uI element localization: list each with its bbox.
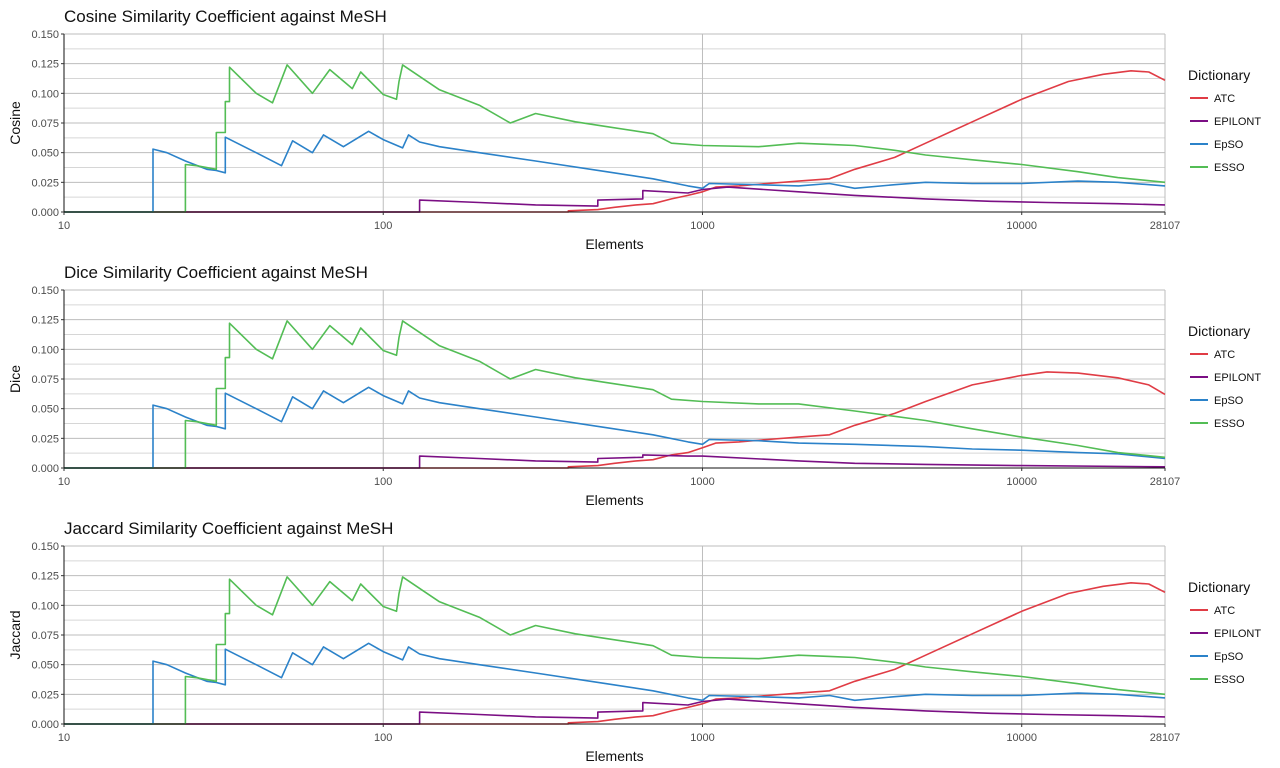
y-tick-label: 0.050 [31, 660, 59, 672]
x-tick-label: 10000 [1006, 476, 1037, 488]
series-line-epso [64, 130, 1166, 213]
x-tick-label: 28107 [1150, 476, 1181, 488]
y-tick-label: 0.025 [31, 433, 59, 445]
y-tick-label: 0.000 [31, 463, 59, 475]
chart-panel-3: Jaccard Similarity Coefficient against M… [7, 519, 1261, 764]
x-tick-label: 100 [374, 220, 392, 232]
series-line-esso [64, 576, 1166, 725]
legend-label-esso: ESSO [1214, 418, 1245, 430]
series-line-esso [64, 64, 1166, 213]
y-tick-label: 0.125 [31, 571, 59, 583]
chart-panel-1: Cosine Similarity Coefficient against Me… [7, 7, 1261, 252]
legend: Dictionary ATC EPILONT EpSO ESSO [1188, 323, 1261, 430]
legend-label-epilont: EPILONT [1214, 372, 1261, 384]
legend-title: Dictionary [1188, 323, 1250, 339]
x-axis-title: Elements [585, 748, 643, 764]
legend: Dictionary ATC EPILONT EpSO ESSO [1188, 67, 1261, 174]
y-tick-label: 0.025 [31, 177, 59, 189]
y-tick-label: 0.150 [31, 29, 59, 41]
legend-label-epso: EpSO [1214, 395, 1244, 407]
y-tick-label: 0.000 [31, 719, 59, 731]
x-tick-label: 100 [374, 476, 392, 488]
legend-title: Dictionary [1188, 67, 1250, 83]
legend-label-atc: ATC [1214, 605, 1235, 617]
y-axis-title: Dice [7, 365, 23, 393]
series-line-epilont [64, 454, 1166, 469]
x-tick-label: 100 [374, 732, 392, 744]
x-axis-title: Elements [585, 236, 643, 252]
y-tick-label: 0.100 [31, 88, 59, 100]
legend-label-epso: EpSO [1214, 651, 1244, 663]
series-line-atc [64, 582, 1166, 725]
legend: Dictionary ATC EPILONT EpSO ESSO [1188, 579, 1261, 686]
legend-label-atc: ATC [1214, 349, 1235, 361]
y-tick-label: 0.075 [31, 630, 59, 642]
x-tick-label: 1000 [690, 220, 714, 232]
y-tick-label: 0.050 [31, 148, 59, 160]
legend-label-esso: ESSO [1214, 674, 1245, 686]
chart-title: Dice Similarity Coefficient against MeSH [64, 263, 368, 282]
y-tick-label: 0.150 [31, 541, 59, 553]
series-line-epso [64, 642, 1166, 725]
y-tick-label: 0.075 [31, 118, 59, 130]
chart-title: Jaccard Similarity Coefficient against M… [64, 519, 393, 538]
legend-label-esso: ESSO [1214, 162, 1245, 174]
x-tick-label: 28107 [1150, 732, 1181, 744]
legend-label-epilont: EPILONT [1214, 116, 1261, 128]
x-tick-label: 10 [58, 476, 70, 488]
legend-label-epilont: EPILONT [1214, 628, 1261, 640]
x-tick-label: 10 [58, 732, 70, 744]
y-tick-label: 0.150 [31, 285, 59, 297]
series-line-atc [64, 70, 1166, 213]
x-tick-label: 28107 [1150, 220, 1181, 232]
y-tick-label: 0.125 [31, 315, 59, 327]
y-tick-label: 0.100 [31, 344, 59, 356]
x-tick-label: 10 [58, 220, 70, 232]
chart-title: Cosine Similarity Coefficient against Me… [64, 7, 387, 26]
series-line-atc [64, 371, 1166, 469]
x-axis-title: Elements [585, 492, 643, 508]
x-tick-label: 1000 [690, 476, 714, 488]
series-line-esso [64, 320, 1166, 469]
chart-panel-2: Dice Similarity Coefficient against MeSH… [7, 263, 1261, 508]
y-tick-label: 0.075 [31, 374, 59, 386]
legend-title: Dictionary [1188, 579, 1250, 595]
y-axis-title: Jaccard [7, 610, 23, 659]
series-line-epilont [64, 698, 1166, 725]
y-tick-label: 0.000 [31, 207, 59, 219]
series-line-epso [64, 386, 1166, 469]
series-line-epilont [64, 186, 1166, 213]
y-tick-label: 0.025 [31, 689, 59, 701]
y-tick-label: 0.125 [31, 59, 59, 71]
y-tick-label: 0.100 [31, 600, 59, 612]
y-axis-title: Cosine [7, 101, 23, 145]
x-tick-label: 1000 [690, 732, 714, 744]
legend-label-atc: ATC [1214, 93, 1235, 105]
x-tick-label: 10000 [1006, 732, 1037, 744]
y-tick-label: 0.050 [31, 404, 59, 416]
legend-label-epso: EpSO [1214, 139, 1244, 151]
x-tick-label: 10000 [1006, 220, 1037, 232]
